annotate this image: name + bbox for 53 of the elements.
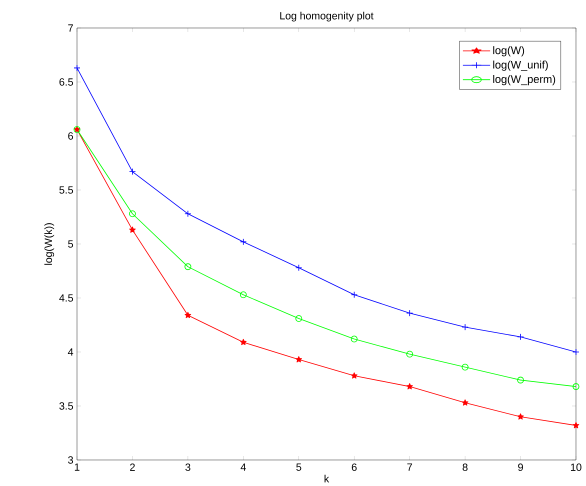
y-tick-label: 3.5 (59, 402, 74, 410)
point (240, 292, 247, 298)
point (517, 414, 524, 420)
y-tick-label: 5 (68, 240, 74, 248)
point (462, 400, 468, 406)
point (462, 324, 469, 331)
point (240, 238, 247, 246)
x-tick-label: 10 (570, 464, 582, 472)
x-tick-label: 5 (296, 464, 302, 471)
x-tick-label: 6 (352, 464, 357, 472)
y-tick-label: 4 (68, 348, 74, 356)
point (240, 339, 247, 346)
y-tick-label: 6.5 (59, 78, 74, 86)
legend-label: log(W_unif) (493, 60, 548, 71)
point (129, 226, 136, 233)
point (517, 334, 524, 340)
point (184, 210, 192, 218)
point (406, 350, 414, 358)
y-tick-label: 3 (68, 456, 74, 464)
point (406, 310, 414, 317)
y-tick-label: 5.5 (59, 186, 74, 194)
point (74, 64, 80, 72)
point (517, 376, 524, 384)
x-tick-label: 9 (518, 464, 523, 472)
point (350, 372, 358, 379)
x-tick-label: 7 (407, 464, 412, 471)
legend-label: log(W_perm) (493, 75, 556, 86)
point (129, 210, 136, 218)
y-tick-label: 4.5 (59, 294, 74, 302)
point (184, 312, 192, 318)
y-axis-title: log(W(k)) (44, 223, 54, 265)
chart-title: Log homogenity plot (280, 12, 374, 22)
point (350, 336, 358, 343)
y-tick-label: 6 (68, 132, 74, 140)
point (572, 348, 580, 356)
point (350, 292, 358, 298)
point (406, 383, 413, 390)
point (129, 168, 136, 176)
legend-label: log(W) (493, 46, 524, 57)
x-tick-label: 2 (130, 464, 135, 471)
x-tick-label: 4 (240, 464, 246, 471)
x-tick-label: 1 (74, 464, 80, 471)
x-axis-title: k (324, 474, 330, 483)
point (572, 383, 580, 390)
point (296, 356, 302, 363)
point (295, 315, 302, 322)
y-tick-label: 7 (68, 24, 73, 32)
x-tick-label: 3 (185, 464, 190, 472)
point (572, 422, 580, 428)
point (462, 364, 469, 371)
point (184, 263, 192, 270)
point (295, 264, 302, 272)
x-tick-label: 8 (462, 464, 468, 472)
